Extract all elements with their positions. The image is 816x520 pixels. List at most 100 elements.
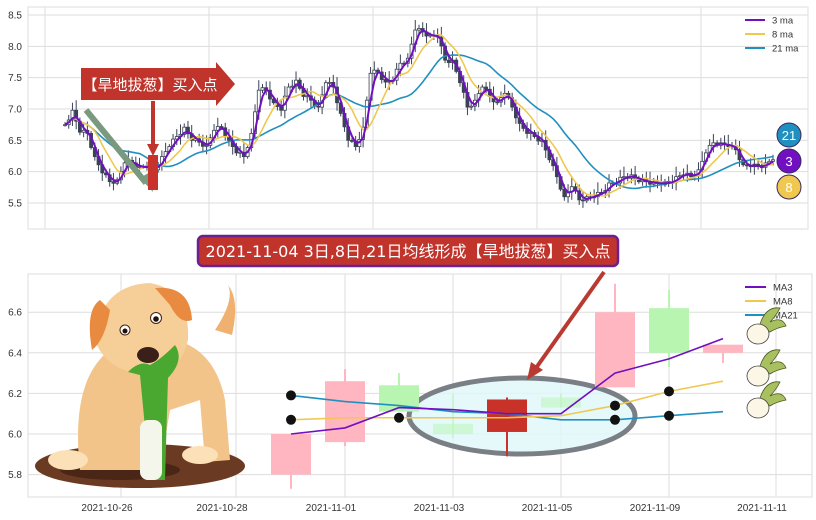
leek-bulb — [746, 397, 770, 419]
top-candle-body — [622, 176, 626, 179]
top-y-ticks: 5.5 6.0 6.5 7.0 7.5 8.0 8.5 — [8, 11, 22, 210]
top-candle-body — [383, 79, 388, 83]
bottom-y-tick-label: 5.8 — [8, 470, 22, 481]
bottom-ma-point-marker — [610, 400, 620, 411]
top-candle-body — [469, 105, 474, 108]
dog-paw-left — [48, 450, 88, 470]
top-candle-body — [186, 126, 190, 135]
annotation-arrow-banner — [81, 62, 235, 106]
leek-icons — [746, 307, 787, 419]
top-candle-body — [182, 126, 187, 135]
leek-stalk — [140, 420, 162, 480]
bottom-y-ticks: 5.8 6.0 6.2 6.4 6.6 — [8, 308, 22, 481]
bottom-y-tick-label: 6.4 — [8, 348, 22, 359]
leek-bulb-icon — [746, 307, 787, 345]
bottom-legend-label: MA3 — [773, 283, 793, 294]
bottom-candle-body — [649, 308, 689, 353]
bottom-candle-body — [541, 397, 581, 408]
top-legend-label: 8 ma — [772, 30, 794, 41]
dog-nose — [137, 347, 159, 363]
top-y-tick-label: 5.5 — [8, 199, 22, 210]
down-arrow-icon — [147, 144, 159, 156]
bottom-legend: MA3 MA8 MA21 — [745, 283, 798, 322]
bottom-candle-body — [433, 423, 473, 434]
top-y-tick-label: 7.5 — [8, 73, 22, 84]
top-candle-body — [711, 142, 716, 146]
top-ma21-line — [64, 54, 774, 190]
bottom-y-tick-label: 6.0 — [8, 430, 22, 441]
top-plot-area — [27, 6, 809, 230]
bottom-legend-label: MA8 — [773, 297, 793, 308]
top-y-tick-label: 6.0 — [8, 167, 22, 178]
top-y-tick-label: 8.5 — [8, 11, 22, 22]
bottom-x-tick-label: 2021-11-05 — [522, 503, 573, 514]
pointer-arrow — [534, 270, 606, 370]
top-y-tick-label: 6.5 — [8, 136, 22, 147]
dog-tail — [215, 285, 236, 335]
bottom-x-tick-label: 2021-11-09 — [630, 503, 681, 514]
top-candle-body — [417, 28, 421, 31]
leek-leaves — [759, 381, 787, 407]
bottom-ma3-line — [290, 337, 724, 435]
green-trend-arrow — [83, 108, 149, 185]
leek-leaves — [759, 307, 787, 333]
bottom-ma-point-marker — [664, 386, 674, 397]
ma-badge-label: 8 — [785, 180, 792, 195]
top-candle-body — [372, 69, 377, 74]
ma-badges: 21 3 8 — [776, 122, 802, 200]
top-candle-body — [581, 199, 585, 202]
ma-badge-label: 21 — [782, 128, 796, 143]
dog-pulling-leek-illustration — [35, 283, 245, 488]
bottom-ma-point-marker — [286, 390, 296, 401]
top-candle-body — [260, 87, 265, 91]
top-candle-body — [111, 181, 116, 184]
bottom-ma-point-marker — [394, 412, 404, 423]
top-candle-body — [74, 109, 79, 122]
top-candle-body — [81, 129, 86, 133]
bottom-ma-point-marker — [286, 414, 296, 425]
leek-leaves — [759, 349, 787, 375]
bottom-candle-body — [271, 434, 311, 475]
bottom-candle-body — [595, 312, 635, 388]
leek-leaves — [128, 345, 179, 480]
top-candle-body — [70, 109, 75, 121]
buy-point-candle — [148, 155, 158, 190]
top-panel: 5.5 6.0 6.5 7.0 7.5 8.0 8.5 【旱地拔葱】买入点 3 ma 8 ma… — [8, 6, 809, 230]
annotation-label: 【旱地拔葱】买入点 — [82, 76, 217, 94]
bottom-candle-body — [703, 344, 743, 353]
bottom-candle-body — [325, 381, 365, 443]
dog-pupil-right — [153, 316, 159, 322]
bottom-x-tick-label: 2021-10-26 — [81, 503, 133, 514]
bottom-y-tick-label: 6.2 — [8, 389, 22, 400]
top-candle-body — [484, 86, 488, 90]
leek-bulb-icon — [746, 349, 787, 387]
bottom-legend-label: MA21 — [773, 311, 798, 322]
dog-ear-left — [89, 300, 110, 350]
top-y-tick-label: 8.0 — [8, 42, 22, 53]
bottom-x-tick-label: 2021-11-03 — [414, 503, 465, 514]
bottom-ma8-line — [290, 380, 724, 421]
leek-bulb — [746, 323, 770, 345]
bottom-panel: 5.86.06.26.46.6 2021-10-26 2021-10-28 2021… — [8, 270, 813, 514]
bottom-x-ticks: 2021-10-26 2021-10-28 2021-11-01 2021-11-03… — [81, 503, 787, 514]
dog-head — [95, 283, 189, 375]
leek-bulb — [746, 365, 770, 387]
ma-badge-circle — [776, 122, 802, 148]
top-candle-body — [316, 105, 321, 108]
top-candle-body — [495, 101, 500, 104]
bottom-ma-point-marker — [664, 410, 674, 421]
top-ma8-line — [64, 34, 774, 197]
bottom-x-tick-label: 2021-11-01 — [306, 503, 357, 514]
pointer-arrow-head-icon — [527, 362, 543, 380]
bottom-ma-lines — [286, 337, 724, 435]
title-banner-text: 2021-11-04 3日,8日,21日均线形成【旱地拔葱】买入点 — [206, 242, 611, 261]
top-y-tick-label: 7.0 — [8, 105, 22, 116]
dog-ear-right — [155, 287, 192, 321]
leek-bulb-icon — [746, 381, 787, 419]
top-candle-body — [446, 59, 451, 64]
ma-badge-circle — [776, 148, 802, 174]
top-legend-label: 3 ma — [772, 16, 794, 27]
top-legend: 3 ma 8 ma 21 ma — [745, 16, 799, 55]
top-candle-body — [350, 139, 354, 142]
